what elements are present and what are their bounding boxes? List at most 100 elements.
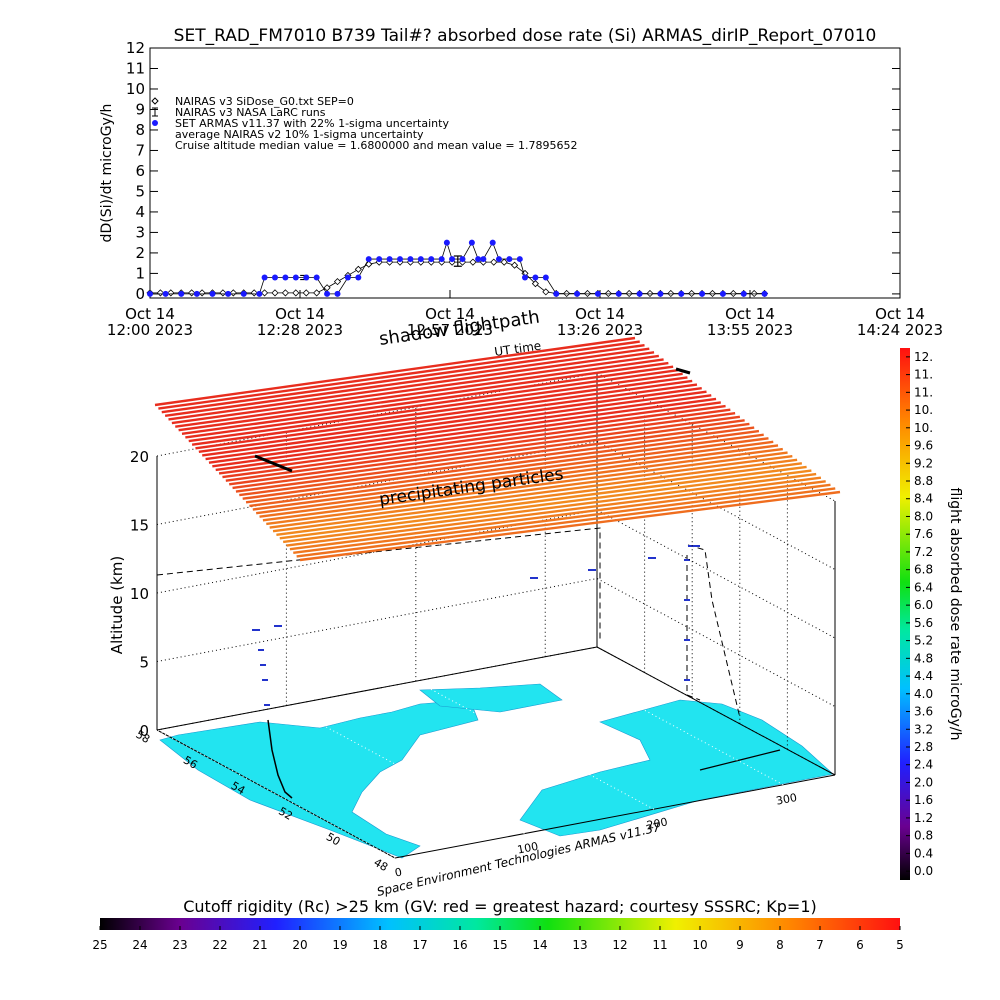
particle-stripe [266,458,793,527]
colorbar [900,348,910,880]
chart-title: SET_RAD_FM7010 B739 Tail#? absorbed dose… [174,26,877,46]
y-tick-label: 1 [135,264,145,282]
marker [532,274,539,281]
particle-stripe [266,454,793,526]
marker [292,289,300,297]
marker [583,289,592,298]
grid-line [156,509,836,639]
marker [495,256,502,263]
particle-stripe [158,340,640,410]
x-tick-label: 300 [775,791,798,808]
marker [219,289,227,297]
particle-stripe [256,444,779,515]
marker [636,290,643,297]
colorbar-tick-label: 1.2 [914,811,933,825]
marker [761,290,768,297]
marker [625,289,633,298]
particle-stripe [198,383,698,454]
y-tick-label: 2 [135,244,145,262]
particle-stripe [286,476,822,547]
marker [178,290,185,297]
marker [256,290,263,297]
particle-stripe [208,397,712,466]
colorbar-label: Cutoff rigidity (Rc) >25 km (GV: red = g… [183,897,817,916]
legend-note: Cruise altitude median value = 1.6800000… [175,139,578,152]
colorbar-tick-label: 25 [92,938,107,952]
colorbar-tick-label: 10 [692,938,707,952]
colorbar-tick-label: 0.0 [914,864,933,878]
colorbar-tick-label: 12. [914,350,933,364]
series-line [150,261,765,294]
colorbar-tick-label: 14 [532,938,547,952]
marker [678,290,685,297]
x-tick-label: Oct 14 14:24 2023 [856,305,944,339]
marker [531,280,539,288]
particle-stripe [202,386,702,457]
ground-track [267,719,293,799]
particle-stripe [202,390,702,459]
marker [271,289,279,297]
marker [292,274,299,281]
colorbar-tick-label: 20 [292,938,307,952]
colorbar-tick-label: 6.4 [914,580,933,594]
annotation: Space Environment Technologies ARMAS v11… [376,820,663,899]
annotation: precipitating particles [378,464,565,510]
colorbar-tick-label: 8 [776,938,784,952]
marker [225,290,232,297]
marker [688,289,696,298]
x-tick-label: 0 [394,866,403,880]
particle-stripe [296,487,836,558]
y-axis-label: dD(Si)/dt microGy/h [99,104,115,243]
colorbar-tick-label: 0.4 [914,846,933,860]
particle-stripe [191,376,688,446]
marker [344,274,351,281]
x-tick-label: Oct 14 12:28 2023 [256,305,344,339]
marker [229,289,237,297]
legend-marker [152,107,158,117]
y-tick-label: 3 [135,223,145,241]
marker [646,289,654,298]
y-tick-label: 9 [135,100,145,118]
marker [708,289,717,298]
particle-stripe [168,354,655,423]
particle-stripe [195,379,693,450]
y-tick-label: 10 [130,585,149,603]
colorbar-tick-label: 2.4 [914,758,933,772]
marker [313,274,320,281]
marker [740,290,747,297]
particle-stripe [229,415,741,486]
colorbar-tick-label: 2.8 [914,740,933,754]
marker [469,258,477,266]
colorbar-tick-label: 12 [612,938,627,952]
colorbar-tick-label: 5.6 [914,616,933,630]
z-tick-label: 52 [276,805,295,823]
colorbar-tick-label: 3.6 [914,705,933,719]
marker [193,290,200,297]
y-tick-label: 4 [135,203,145,221]
marker [542,274,549,281]
marker [397,256,403,263]
marker [511,261,519,269]
marker [147,290,153,297]
colorbar-tick-label: 13 [572,938,587,952]
particle-stripe [188,372,683,443]
x-tick-label: Oct 14 12:00 2023 [106,305,194,339]
particle-stripe [208,394,712,464]
particle-stripe [239,426,755,497]
marker [240,290,247,297]
y-tick-label: 0 [139,722,149,740]
particle-stripe [289,480,826,551]
particle-layer [154,336,841,563]
particle-stripe [181,365,674,436]
marker [209,290,216,297]
colorbar-tick-label: 11. [914,385,933,399]
ground-track [699,749,781,771]
colorbar-tick-label: 16 [452,938,467,952]
marker [719,290,726,297]
colorbar-tick-label: 2.0 [914,775,933,789]
marker [156,289,164,297]
marker [750,289,758,298]
marker [324,290,331,297]
particle-stripe [161,343,645,414]
marker [468,239,475,246]
